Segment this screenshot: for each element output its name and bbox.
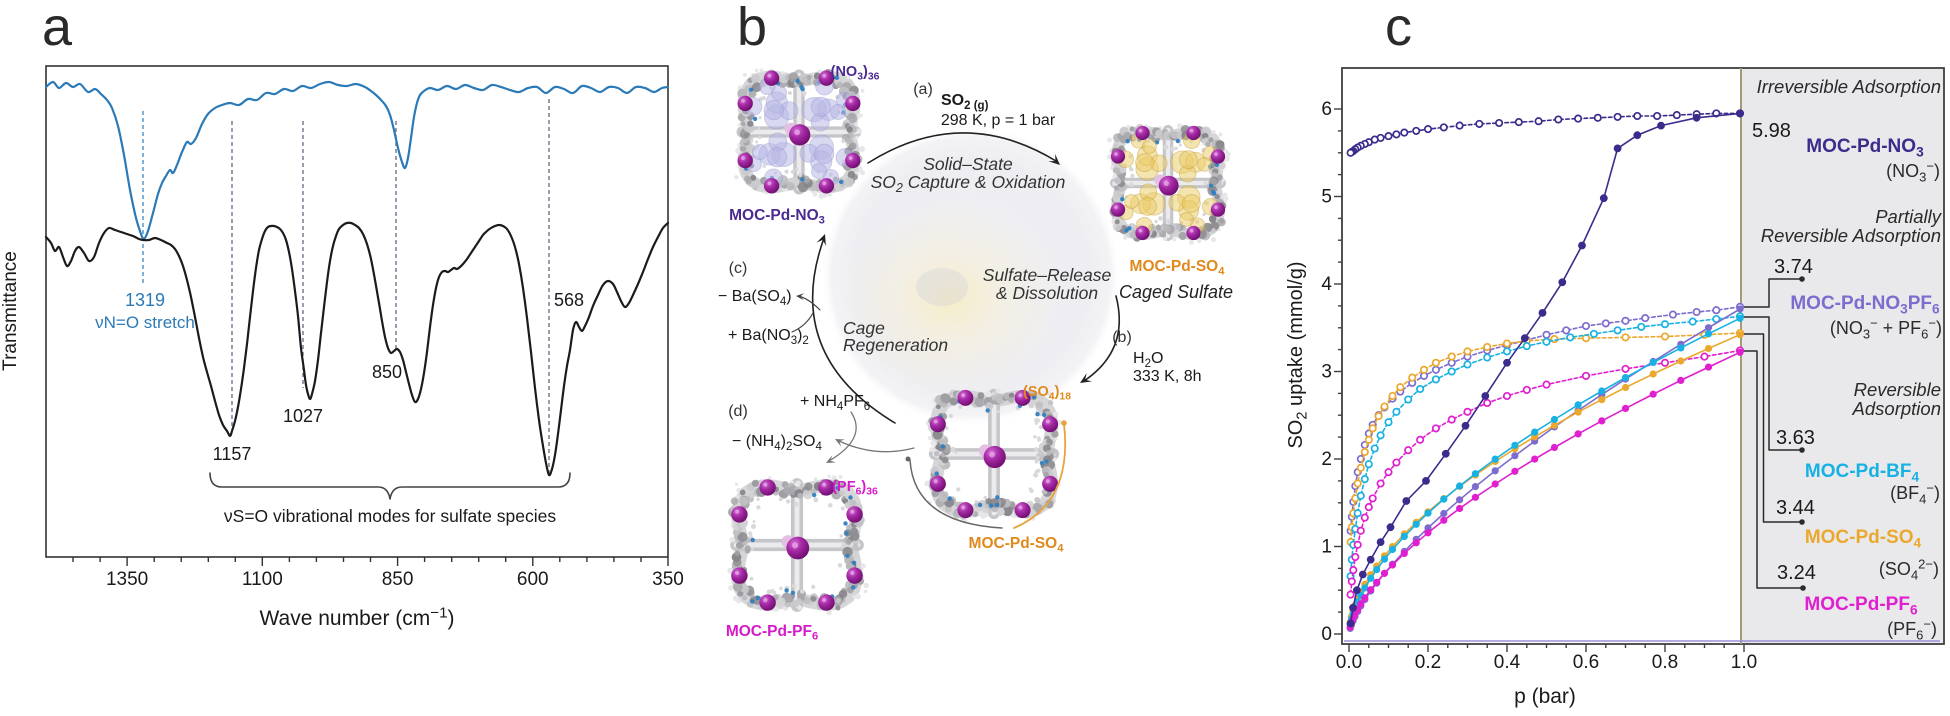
svg-text:0.8: 0.8	[1652, 652, 1678, 673]
svg-text:Sulfate–Release: Sulfate–Release	[983, 265, 1112, 285]
svg-text:Reversible Adsorption: Reversible Adsorption	[1761, 225, 1941, 246]
svg-text:0.0: 0.0	[1336, 652, 1362, 673]
svg-text:Partially: Partially	[1875, 206, 1943, 227]
svg-text:1319: 1319	[125, 290, 165, 310]
svg-text:SO2 uptake (mmol/g): SO2 uptake (mmol/g)	[1285, 261, 1311, 448]
svg-text:4: 4	[1321, 274, 1332, 295]
svg-text:MOC-Pd-PF6: MOC-Pd-PF6	[1804, 594, 1918, 618]
svg-text:568: 568	[554, 290, 584, 310]
svg-text:850: 850	[382, 569, 414, 590]
svg-text:Regeneration: Regeneration	[843, 335, 948, 355]
svg-text:MOC-Pd-NO3: MOC-Pd-NO3	[729, 207, 825, 227]
svg-text:3: 3	[1321, 362, 1332, 383]
svg-text:− Ba(SO4): − Ba(SO4)	[718, 288, 792, 308]
svg-text:2: 2	[1321, 449, 1332, 470]
svg-text:(NO3−): (NO3−)	[1886, 159, 1940, 185]
svg-text:1350: 1350	[106, 569, 148, 590]
svg-text:MOC-Pd-SO4: MOC-Pd-SO4	[1805, 527, 1922, 551]
svg-text:c: c	[1385, 0, 1412, 57]
svg-text:1157: 1157	[213, 444, 252, 464]
svg-text:(NO3)36: (NO3)36	[831, 64, 880, 83]
svg-text:Irreversible Adsorption: Irreversible Adsorption	[1757, 76, 1941, 97]
svg-text:(d): (d)	[728, 403, 748, 420]
svg-text:5.98: 5.98	[1752, 120, 1791, 142]
svg-text:p (bar): p (bar)	[1514, 685, 1576, 708]
svg-text:Adsorption: Adsorption	[1852, 398, 1941, 419]
svg-text:850: 850	[372, 362, 402, 382]
svg-text:(PF6)36: (PF6)36	[832, 479, 878, 498]
svg-text:Transmittance: Transmittance	[0, 251, 21, 371]
svg-text:MOC-Pd-SO4: MOC-Pd-SO4	[1130, 258, 1226, 278]
svg-text:1.0: 1.0	[1731, 652, 1757, 673]
svg-text:3.44: 3.44	[1776, 497, 1815, 519]
svg-text:MOC-Pd-NO3: MOC-Pd-NO3	[1806, 136, 1924, 160]
svg-text:b: b	[737, 0, 767, 57]
svg-text:MOC-Pd-BF4: MOC-Pd-BF4	[1805, 461, 1920, 485]
svg-text:νN=O stretch: νN=O stretch	[95, 313, 195, 332]
svg-text:Caged Sulfate: Caged Sulfate	[1119, 282, 1233, 302]
svg-text:350: 350	[652, 569, 684, 590]
svg-text:3.63: 3.63	[1776, 427, 1815, 449]
svg-text:MOC-Pd-PF6: MOC-Pd-PF6	[726, 623, 818, 643]
svg-text:0: 0	[1321, 624, 1332, 645]
svg-text:(SO4)18: (SO4)18	[1023, 384, 1071, 403]
svg-text:1027: 1027	[283, 406, 323, 426]
svg-text:(NO3− + PF6−): (NO3− + PF6−)	[1830, 316, 1942, 342]
svg-text:298 K, p = 1 bar: 298 K, p = 1 bar	[941, 112, 1056, 129]
svg-text:0.6: 0.6	[1573, 652, 1599, 673]
svg-text:6: 6	[1321, 99, 1332, 120]
svg-text:(PF6−): (PF6−)	[1887, 617, 1937, 643]
svg-text:+ NH4PF6: + NH4PF6	[800, 393, 870, 413]
svg-text:Cage: Cage	[843, 318, 885, 338]
svg-text:(BF4−): (BF4−)	[1890, 481, 1940, 507]
svg-text:+ Ba(NO3)2: + Ba(NO3)2	[728, 327, 809, 347]
svg-text:MOC-Pd-NO3PF6: MOC-Pd-NO3PF6	[1790, 293, 1940, 317]
svg-text:0.2: 0.2	[1415, 652, 1441, 673]
svg-text:Wave number (cm−1): Wave number (cm−1)	[260, 604, 455, 630]
svg-text:MOC-Pd-SO4: MOC-Pd-SO4	[969, 535, 1065, 555]
svg-text:SO2 (g): SO2 (g)	[941, 92, 989, 112]
svg-text:& Dissolution: & Dissolution	[996, 283, 1098, 303]
svg-text:− (NH4)2SO4: − (NH4)2SO4	[732, 433, 823, 453]
svg-text:(c): (c)	[729, 260, 748, 277]
svg-text:SO2 Capture & Oxidation: SO2 Capture & Oxidation	[871, 172, 1066, 195]
svg-text:333 K, 8h: 333 K, 8h	[1133, 368, 1202, 385]
svg-text:5: 5	[1321, 187, 1332, 208]
svg-text:a: a	[42, 0, 73, 57]
svg-text:3.24: 3.24	[1777, 562, 1816, 584]
svg-text:(b): (b)	[1112, 329, 1132, 346]
svg-text:600: 600	[517, 569, 549, 590]
svg-text:3.74: 3.74	[1774, 256, 1813, 278]
svg-text:(SO42−): (SO42−)	[1879, 557, 1939, 583]
svg-text:0.4: 0.4	[1494, 652, 1521, 673]
svg-text:1: 1	[1321, 537, 1332, 558]
svg-text:Solid–State: Solid–State	[923, 154, 1013, 174]
svg-text:H2O: H2O	[1133, 350, 1163, 370]
svg-text:νS=O vibrational modes for sul: νS=O vibrational modes for sulfate speci…	[224, 506, 556, 526]
svg-text:1100: 1100	[242, 569, 283, 590]
svg-text:(a): (a)	[913, 81, 933, 98]
svg-text:Reversible: Reversible	[1854, 379, 1941, 400]
